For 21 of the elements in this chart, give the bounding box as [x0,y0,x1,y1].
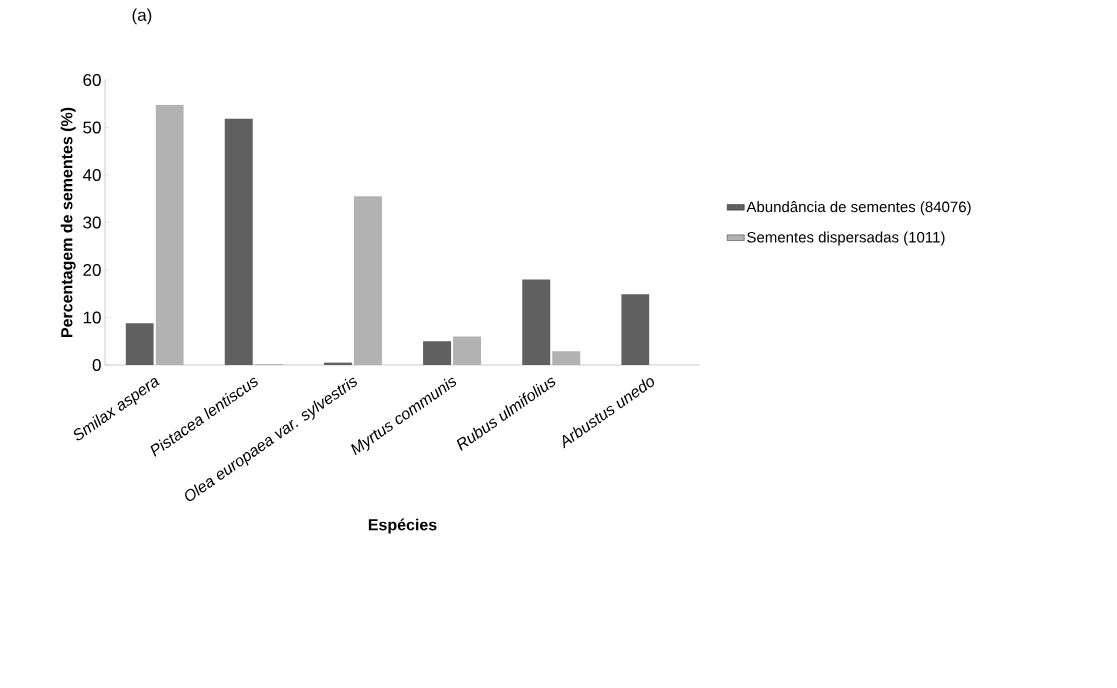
y-tick-label: 0 [92,358,101,372]
chart-title: (a) [132,8,152,25]
bar [155,104,184,365]
bar [224,118,253,365]
legend-label: Sementes dispersadas (1011) [747,231,945,246]
bar [125,323,154,365]
y-tick-label: 30 [83,216,101,229]
y-tick-label: 10 [83,311,101,324]
bar [423,341,452,365]
bar [353,196,382,365]
bar [522,279,551,365]
y-tick-label: 50 [83,121,101,134]
legend-label: Abundância de sementes (84076) [746,201,971,216]
x-axis-title: Espécies [368,518,437,534]
bar [552,351,581,365]
y-tick-label: 40 [82,168,101,182]
bar [621,294,650,365]
y-tick-label: 20 [83,263,101,277]
bar [453,336,482,365]
y-tick-label: 60 [83,73,101,87]
y-axis-title: Percentagem de sementes (%) [60,107,76,338]
